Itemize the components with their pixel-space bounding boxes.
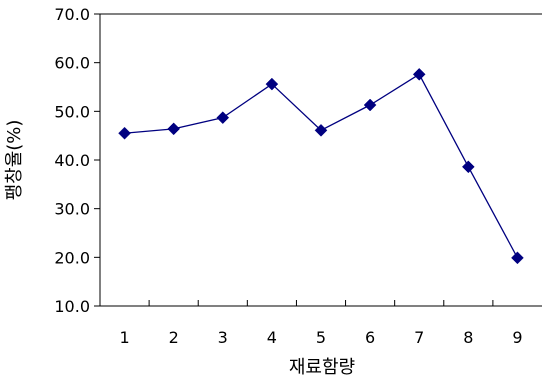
data-point	[216, 111, 230, 125]
series-line	[124, 73, 519, 259]
y-tick-label: 10.0	[54, 297, 90, 316]
x-tick-label: 6	[365, 328, 375, 347]
x-tick-label: 8	[463, 328, 473, 347]
x-tick-label: 1	[119, 328, 129, 347]
x-tick-label: 4	[267, 328, 277, 347]
x-tick-label: 7	[414, 328, 424, 347]
y-tick-label: 70.0	[54, 5, 90, 24]
y-axis-ticks: 10.0 20.0 30.0 40.0 50.0 60.0 70.0	[54, 5, 100, 316]
data-point	[363, 98, 377, 112]
x-tick-label: 2	[169, 328, 179, 347]
y-tick-label: 60.0	[54, 54, 90, 73]
x-axis-title: 재료함량	[289, 357, 355, 378]
x-axis-ticks: 1 2 3 4 5 6 7 8 9	[119, 300, 523, 347]
y-tick-label: 30.0	[54, 200, 90, 219]
data-point	[118, 126, 131, 140]
data-point	[461, 160, 475, 174]
x-tick-label: 3	[218, 328, 228, 347]
x-axis: 1 2 3 4 5 6 7 8 9	[100, 300, 542, 347]
data-point	[314, 123, 328, 137]
data-point	[412, 67, 426, 81]
data-point	[265, 77, 279, 91]
y-tick-label: 50.0	[54, 102, 90, 121]
data-point	[511, 251, 524, 265]
y-axis-title: 팽창율(%)	[4, 120, 25, 201]
y-tick-label: 20.0	[54, 248, 90, 267]
y-tick-label: 40.0	[54, 151, 90, 170]
data-point	[167, 122, 181, 136]
plot-area	[118, 67, 524, 265]
x-tick-label: 5	[316, 328, 326, 347]
x-tick-label: 9	[512, 328, 522, 347]
y-axis: 10.0 20.0 30.0 40.0 50.0 60.0 70.0	[54, 5, 101, 316]
